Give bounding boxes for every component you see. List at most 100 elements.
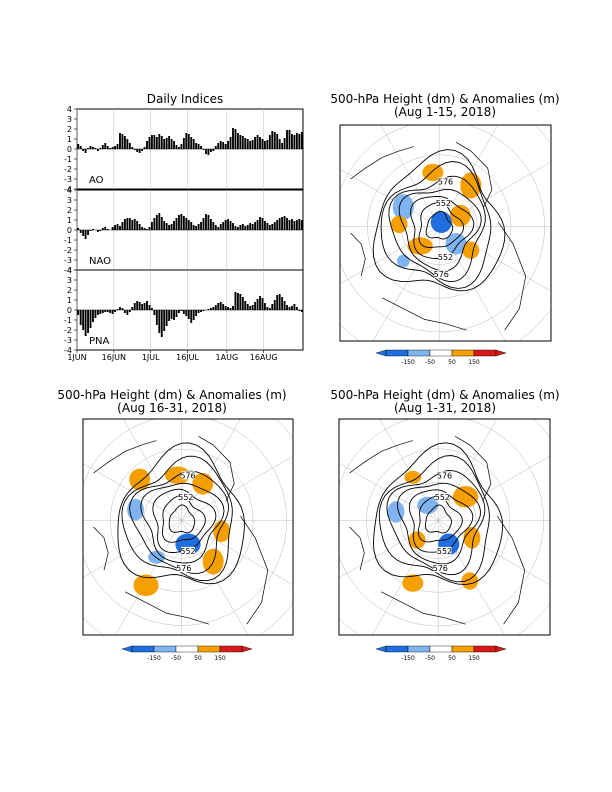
bar [101, 145, 104, 149]
bar [185, 310, 188, 316]
bar [121, 134, 124, 149]
bar [131, 307, 134, 310]
bar [263, 141, 266, 149]
map3-title-line1: 500-hPa Height (dm) & Anomalies (m) [330, 388, 560, 402]
bar [104, 227, 107, 230]
bar [192, 139, 195, 149]
coastline [498, 222, 527, 331]
bar [229, 137, 232, 149]
bar [227, 307, 230, 310]
contour-label: 576 [438, 177, 453, 186]
bar [227, 141, 230, 149]
contour-label: 576 [437, 471, 452, 480]
bar [207, 149, 210, 155]
bar [158, 213, 161, 230]
bar [99, 230, 102, 231]
bar [128, 218, 131, 230]
height-contour [408, 489, 474, 553]
y-tick-label: -1 [64, 236, 72, 245]
bar [153, 310, 156, 315]
bar [256, 299, 259, 310]
bar [224, 220, 227, 230]
bar [79, 230, 82, 233]
bar [173, 310, 175, 320]
bar [155, 215, 158, 230]
bar [187, 310, 190, 319]
y-tick-label: 0 [67, 306, 72, 315]
y-tick-label: 3 [67, 196, 72, 205]
coastline [349, 526, 365, 571]
bar [254, 137, 257, 149]
meridian [439, 161, 551, 227]
bar [138, 302, 141, 310]
negative-anomaly [387, 501, 405, 523]
y-tick-label: 4 [67, 105, 72, 114]
y-tick-label: 4 [67, 266, 72, 275]
map-content: 576 552 552 576 [83, 419, 293, 635]
bar [104, 310, 107, 312]
bar [239, 225, 242, 230]
meridian [181, 520, 249, 635]
bar [126, 310, 129, 315]
height-contour [121, 455, 233, 582]
bar [224, 306, 227, 310]
x-tick-label: 16JUN [102, 353, 126, 362]
colorbar-segment [429, 645, 453, 653]
bar [155, 310, 158, 325]
contour-label-bg [181, 471, 195, 480]
bar [79, 310, 82, 325]
bar [116, 224, 119, 230]
bar [195, 310, 198, 316]
colorbar-segment [385, 645, 409, 653]
contour-label: 576 [433, 564, 448, 573]
bar [261, 298, 264, 310]
bar [128, 310, 131, 312]
index-name: PNA [89, 336, 110, 347]
bar [101, 310, 104, 313]
meridian [438, 226, 506, 341]
bar [244, 138, 247, 149]
bar [178, 215, 180, 230]
y-tick-label: 1 [67, 135, 72, 144]
bar [259, 217, 261, 230]
colorbar-right-arrow [495, 645, 507, 653]
bar [212, 149, 215, 151]
bar [185, 218, 188, 230]
bar [197, 144, 200, 149]
contour-label: 552 [436, 199, 451, 208]
bar [227, 219, 230, 230]
colorbar-left-arrow [121, 645, 133, 653]
colorbar-segment [407, 645, 431, 653]
map1-title-line2: (Aug 1-15, 2018) [393, 105, 496, 119]
colorbar-segment [197, 645, 221, 653]
height-contour [140, 482, 225, 564]
bar [219, 302, 222, 310]
meridian [379, 419, 439, 521]
bar [190, 137, 193, 149]
bar [114, 310, 117, 312]
colorbar-label: -150 [401, 655, 415, 662]
colorbar-map3: -150 -50 50 150 [375, 645, 507, 662]
y-tick-label: -3 [64, 175, 72, 184]
y-tick-label: -4 [64, 266, 72, 275]
bar [175, 310, 178, 317]
bar [283, 138, 286, 149]
meridian [371, 520, 439, 635]
bar [244, 226, 247, 230]
bar [114, 225, 117, 230]
bar [256, 220, 259, 230]
y-tick-label: 2 [67, 125, 72, 134]
height-contour [418, 202, 465, 248]
bar [138, 224, 141, 230]
bar [96, 310, 99, 315]
bar [273, 300, 276, 310]
bar [123, 136, 126, 149]
bar [239, 135, 242, 149]
bar [254, 222, 257, 230]
colorbar-segment [131, 645, 155, 653]
bar [266, 140, 269, 149]
bar [202, 218, 205, 230]
bar [111, 310, 114, 314]
